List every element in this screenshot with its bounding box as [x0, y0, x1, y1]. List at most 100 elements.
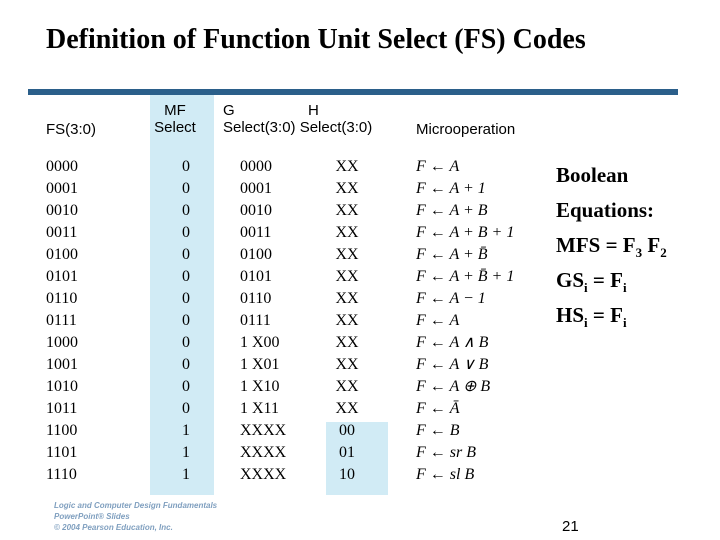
gs-equation: GSi = Fi	[556, 268, 627, 296]
microoperation-cell: F ← A ∧ B	[416, 334, 489, 351]
h-select-cell: 10	[339, 466, 355, 483]
fs-cell: 1100	[46, 422, 78, 439]
footer-credits: Logic and Computer Design Fundamentals P…	[54, 500, 217, 533]
fs-cell: 0110	[46, 290, 78, 307]
microoperation-column: F ← A F ← A + 1 F ← A + B F ← A + B + 1 F ← …	[416, 156, 514, 486]
mf-cell: 0	[182, 158, 190, 175]
footer-line1: Logic and Computer Design Fundamentals	[54, 501, 218, 510]
h-select-column: XX XX XX XX XX XX XX XX XX XX XX XX 00 01 10	[330, 156, 364, 486]
fs-column: 0000 0001 0010 0011 0100 0101 0110 0111 1000 1001…	[46, 156, 78, 486]
h-select-cell: XX	[335, 290, 359, 307]
g-select-cell: 0000	[240, 158, 272, 175]
header-gh-select: Select(3:0) Select(3:0)	[223, 119, 373, 136]
mf-cell: 1	[182, 466, 190, 483]
mf-cell: 1	[182, 444, 190, 461]
microoperation-cell: F ← A + B	[416, 202, 488, 219]
header-mf: MF Select	[151, 102, 199, 136]
g-select-cell: 0110	[240, 290, 272, 307]
h-select-cell: XX	[335, 378, 359, 395]
header-g-label: G	[223, 102, 235, 119]
microoperation-cell: F ← A + B̄ + 1	[416, 268, 515, 285]
fs-cell: 0111	[46, 312, 77, 329]
h-column-shade	[326, 422, 388, 495]
header-mf-line2: Select	[154, 119, 196, 136]
mf-cell: 1	[182, 422, 190, 439]
fs-cell: 0001	[46, 180, 78, 197]
mf-column-shade	[150, 95, 214, 495]
g-select-cell: 1 X01	[240, 356, 280, 373]
microoperation-cell: F ← sl B	[416, 466, 475, 483]
h-select-cell: 01	[339, 444, 355, 461]
g-select-cell: 0111	[240, 312, 271, 329]
mf-cell: 0	[182, 290, 190, 307]
microoperation-cell: F ← A + B̄	[416, 246, 488, 263]
mf-cell: 0	[182, 224, 190, 241]
mf-cell: 0	[182, 312, 190, 329]
h-select-cell: XX	[335, 180, 359, 197]
fs-cell: 1001	[46, 356, 78, 373]
g-select-cell: 0011	[240, 224, 272, 241]
fs-cell: 1110	[46, 466, 77, 483]
fs-cell: 0010	[46, 202, 78, 219]
g-select-cell: 1 X10	[240, 378, 280, 395]
mfs-equation: MFS = F3 F2	[556, 233, 667, 261]
fs-cell: 1101	[46, 444, 78, 461]
h-select-cell: 00	[339, 422, 355, 439]
g-select-column: 0000 0001 0010 0011 0100 0101 0110 0111 1 X00 1 X…	[240, 156, 286, 486]
boolean-heading-line1: Boolean	[556, 163, 629, 187]
header-mf-line1: MF	[164, 102, 186, 119]
mf-cell: 0	[182, 180, 190, 197]
h-select-cell: XX	[335, 400, 359, 417]
g-select-cell: 1 X00	[240, 334, 280, 351]
microoperation-cell: F ← A	[416, 312, 460, 329]
microoperation-cell: F ← Ā	[416, 400, 460, 417]
header-fs: FS(3:0)	[46, 121, 97, 138]
boolean-heading-line2: Equations:	[556, 198, 655, 222]
mf-cell: 0	[182, 400, 190, 417]
fs-cell: 0100	[46, 246, 78, 263]
fs-cell: 1010	[46, 378, 78, 395]
h-select-cell: XX	[335, 334, 359, 351]
fs-cell: 0101	[46, 268, 78, 285]
fs-cell: 1000	[46, 334, 78, 351]
header-h-label: H	[308, 102, 319, 119]
slide-title: Definition of Function Unit Select (FS) …	[46, 24, 586, 55]
g-select-cell: 1 X11	[240, 400, 279, 417]
microoperation-cell: F ← A	[416, 158, 460, 175]
h-select-cell: XX	[335, 224, 359, 241]
h-select-cell: XX	[335, 246, 359, 263]
microoperation-cell: F ← A + B + 1	[416, 224, 515, 241]
mf-cell: 0	[182, 202, 190, 219]
microoperation-cell: F ← A ∨ B	[416, 356, 489, 373]
g-select-cell: 0100	[240, 246, 272, 263]
footer-line3: © 2004 Pearson Education, Inc.	[54, 523, 173, 532]
h-select-cell: XX	[335, 268, 359, 285]
mf-cell: 0	[182, 246, 190, 263]
h-select-cell: XX	[335, 356, 359, 373]
g-select-cell: 0010	[240, 202, 272, 219]
g-select-cell: XXXX	[240, 422, 287, 439]
g-select-cell: XXXX	[240, 466, 287, 483]
boolean-equations: Boolean Equations: MFS = F3 F2 GSi = Fi …	[556, 158, 667, 333]
mf-cell: 0	[182, 356, 190, 373]
microoperation-cell: F ← sr B	[416, 444, 476, 461]
microoperation-cell: F ← A − 1	[416, 290, 486, 307]
g-select-cell: 0101	[240, 268, 272, 285]
g-select-cell: 0001	[240, 180, 272, 197]
h-select-cell: XX	[335, 202, 359, 219]
mf-cell: 0	[182, 268, 190, 285]
fs-cell: 0011	[46, 224, 78, 241]
microoperation-cell: F ← A ⊕ B	[416, 378, 491, 395]
mf-column: 0 0 0 0 0 0 0 0 0 0 0 0 1 1 1	[168, 156, 204, 486]
footer-line2: PowerPoint® Slides	[54, 512, 130, 521]
h-select-cell: XX	[335, 158, 359, 175]
mf-cell: 0	[182, 334, 190, 351]
title-divider	[28, 89, 678, 95]
mf-cell: 0	[182, 378, 190, 395]
h-select-cell: XX	[335, 312, 359, 329]
microoperation-cell: F ← A + 1	[416, 180, 486, 197]
g-select-cell: XXXX	[240, 444, 287, 461]
fs-cell: 1011	[46, 400, 78, 417]
header-microoperation: Microoperation	[416, 121, 516, 138]
microoperation-cell: F ← B	[416, 422, 460, 439]
